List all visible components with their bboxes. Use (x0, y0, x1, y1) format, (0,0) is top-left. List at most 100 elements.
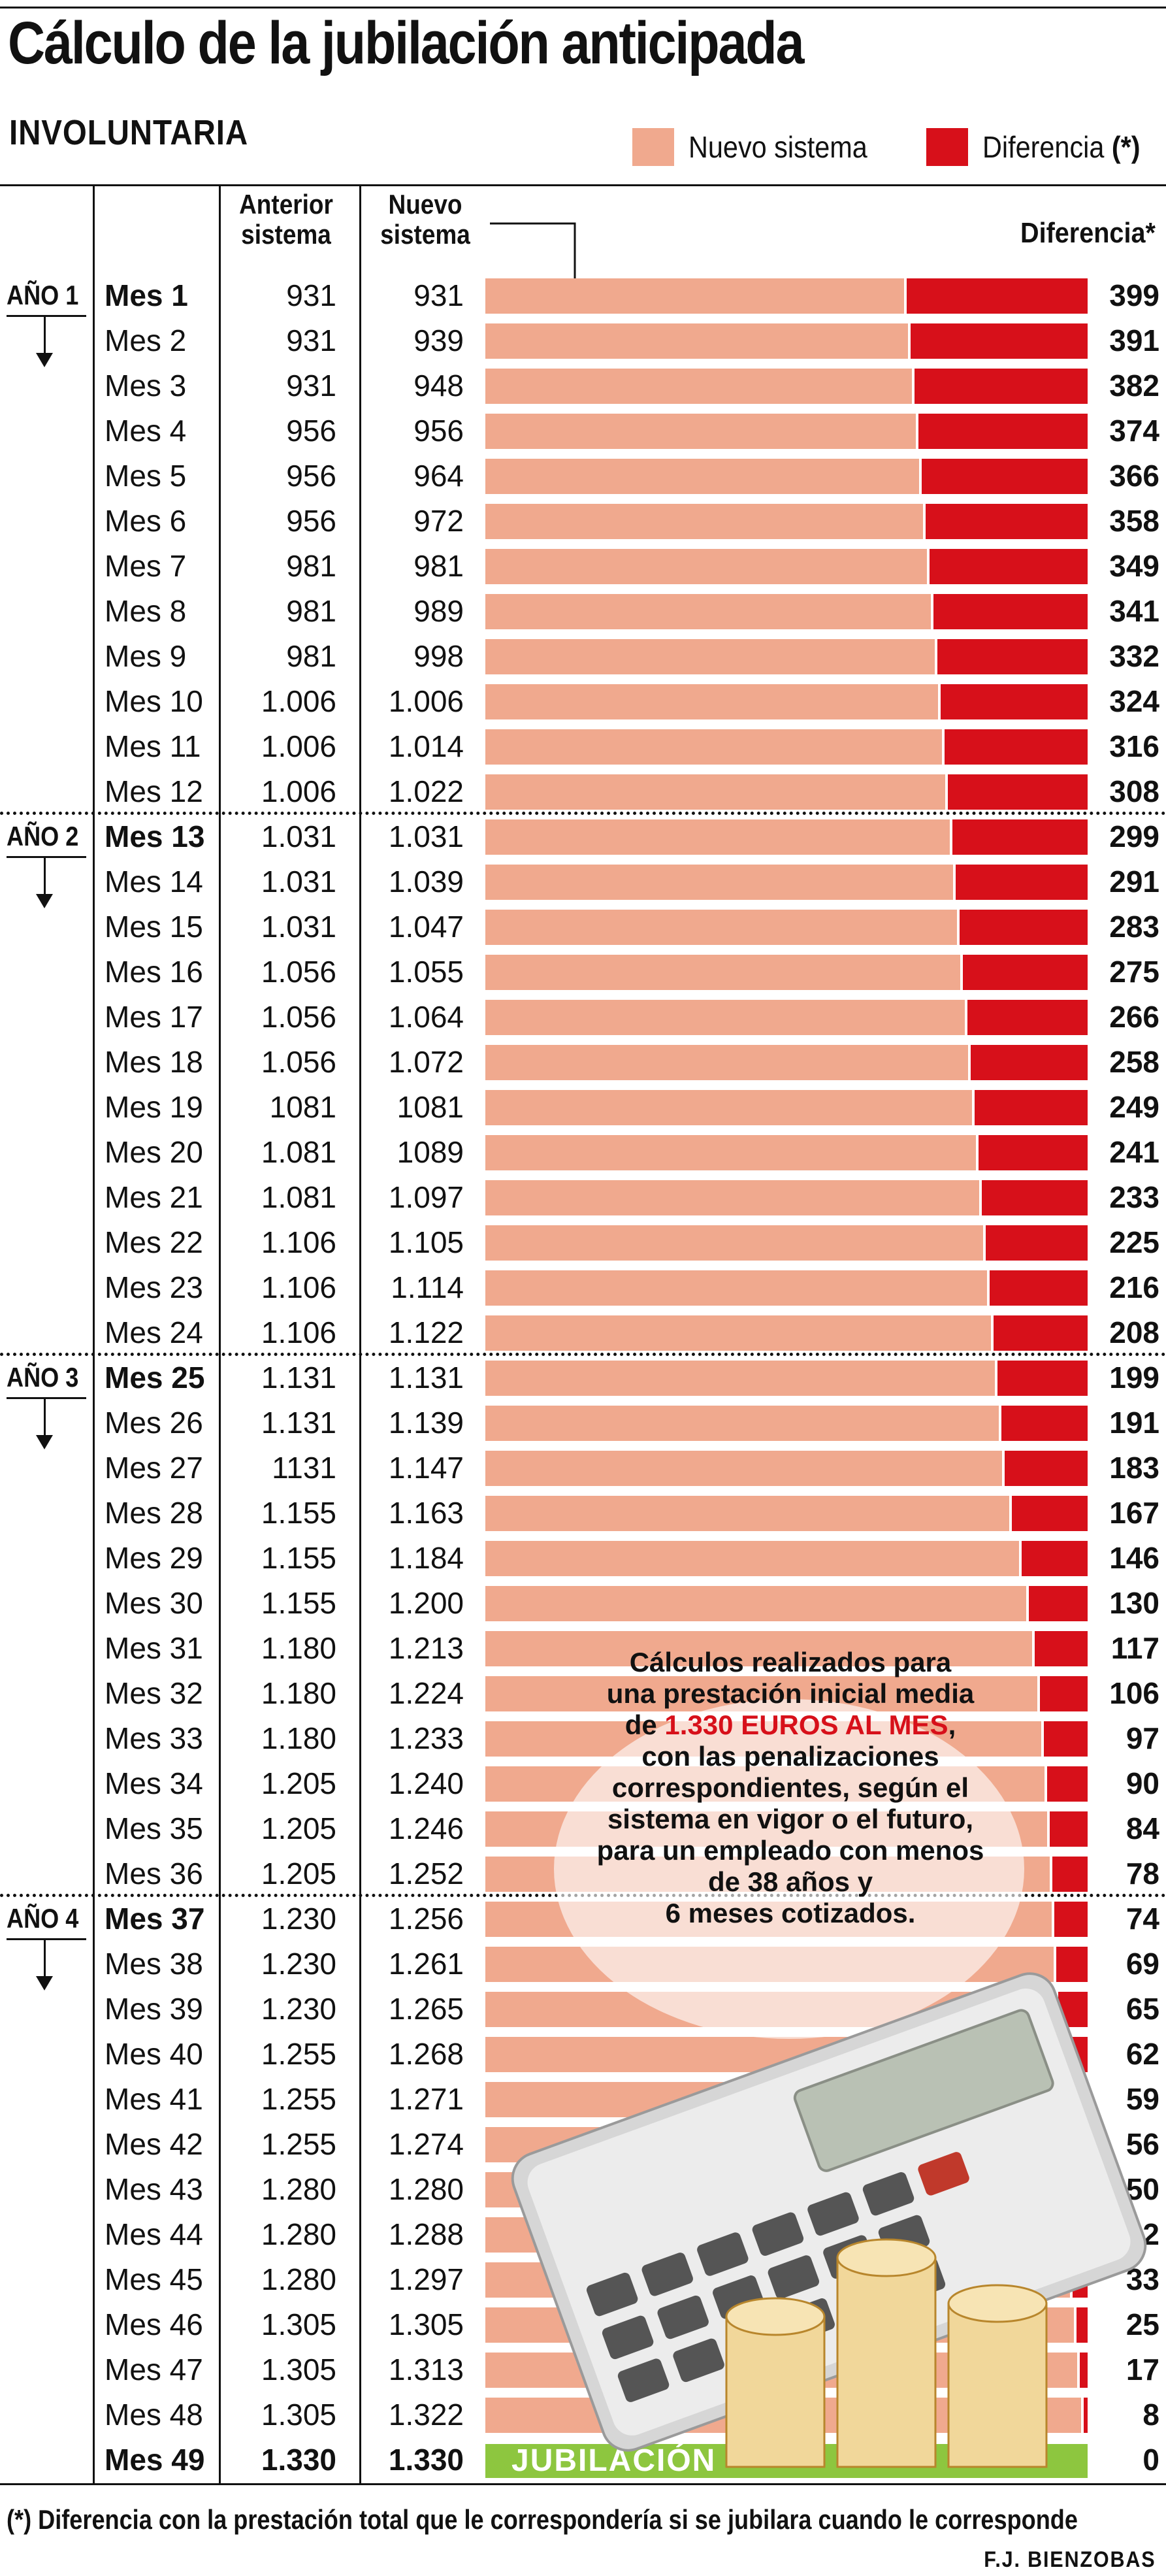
row-mes-label: Mes 21 (105, 1180, 203, 1214)
bar-diferencia (941, 684, 1088, 719)
bar-diferencia (918, 414, 1088, 449)
bar-diferencia (907, 278, 1088, 314)
row-mes-label: Mes 24 (105, 1315, 203, 1349)
table-row: Mes 12 1.006 1.022 308 (0, 769, 1166, 814)
row-diferencia-value: 62 (1126, 2037, 1159, 2071)
table-row: Mes 1 931 931 399 (0, 273, 1166, 318)
table-row: Mes 17 1.056 1.064 266 (0, 995, 1166, 1040)
row-diferencia-value: 324 (1109, 684, 1159, 718)
row-diferencia-value: 97 (1126, 1721, 1159, 1755)
table-row: Mes 7 981 981 349 (0, 544, 1166, 589)
row-anterior-value: 1.131 (261, 1406, 336, 1440)
table-row: Mes 8 981 989 341 (0, 589, 1166, 634)
row-anterior-value: 956 (286, 459, 336, 493)
row-mes-label: Mes 39 (105, 1992, 203, 2026)
row-nuevo-value: 1.322 (388, 2398, 464, 2432)
header-nuevo-line2: sistema (380, 219, 470, 250)
row-diferencia-value: 349 (1109, 549, 1159, 583)
row-diferencia-value: 106 (1109, 1676, 1159, 1710)
bar-diferencia (944, 729, 1088, 765)
bar-nuevo-sistema (485, 323, 908, 359)
bar-nuevo-sistema (485, 1180, 980, 1215)
row-anterior-value: 1.280 (261, 2262, 336, 2296)
row-diferencia-value: 167 (1109, 1496, 1159, 1530)
year-arrow-icon (36, 1398, 53, 1449)
row-diferencia-value: 0 (1142, 2443, 1159, 2477)
row-diferencia-value: 299 (1109, 819, 1159, 853)
bar-nuevo-sistema (485, 1000, 965, 1035)
row-mes-label: Mes 14 (105, 865, 203, 899)
bar-nuevo-sistema (485, 729, 942, 765)
row-mes-label: Mes 5 (105, 459, 187, 493)
row-diferencia-value: 391 (1109, 323, 1159, 357)
table-row: Mes 32 1.180 1.224 106 (0, 1671, 1166, 1716)
row-anterior-value: 1081 (269, 1090, 336, 1124)
column-divider-year (93, 184, 95, 2485)
row-nuevo-value: 948 (413, 369, 464, 403)
row-mes-label: Mes 2 (105, 323, 187, 357)
row-nuevo-value: 1.261 (388, 1947, 464, 1981)
legend-diferencia: Diferencia (*) (926, 128, 1158, 166)
bar-nuevo-sistema (485, 1135, 976, 1170)
top-rule (0, 7, 1166, 8)
row-anterior-value: 1.255 (261, 2127, 336, 2161)
row-nuevo-value: 1.114 (391, 1270, 464, 1304)
bar-diferencia (986, 1225, 1088, 1261)
bar-nuevo-sistema (485, 1090, 973, 1125)
bar-nuevo-sistema (485, 1361, 996, 1396)
row-diferencia-value: 90 (1126, 1766, 1159, 1800)
row-anterior-value: 1.230 (261, 1947, 336, 1981)
row-anterior-value: 1.330 (261, 2443, 336, 2477)
calculator-coins-illustration (511, 1972, 1147, 2468)
row-anterior-value: 1.106 (261, 1315, 336, 1349)
bar-nuevo-sistema (485, 955, 961, 990)
bar-diferencia (1005, 1451, 1088, 1486)
table-row: Mes 16 1.056 1.055 275 (0, 949, 1166, 995)
row-anterior-value: 1.205 (261, 1766, 336, 1800)
row-nuevo-value: 1.147 (388, 1451, 464, 1485)
row-nuevo-value: 1.006 (388, 684, 464, 718)
bar-nuevo-sistema (485, 504, 923, 539)
row-nuevo-value: 1.274 (388, 2127, 464, 2161)
bar-nuevo-sistema (485, 865, 954, 900)
row-mes-label: Mes 19 (105, 1090, 203, 1124)
row-nuevo-value: 1.268 (388, 2037, 464, 2071)
row-nuevo-value: 1.252 (388, 1857, 464, 1891)
row-diferencia-value: 78 (1126, 1857, 1159, 1891)
row-mes-label: Mes 43 (105, 2172, 203, 2206)
bar-diferencia (948, 774, 1088, 810)
table-row: Mes 18 1.056 1.072 258 (0, 1040, 1166, 1085)
bar-nuevo-sistema (485, 1541, 1019, 1576)
row-diferencia-value: 225 (1109, 1225, 1159, 1259)
row-nuevo-value: 1.288 (388, 2217, 464, 2251)
bar-diferencia (952, 819, 1088, 855)
row-mes-label: Mes 33 (105, 1721, 203, 1755)
row-diferencia-value: 332 (1109, 639, 1159, 673)
row-mes-label: Mes 48 (105, 2398, 203, 2432)
row-anterior-value: 1.056 (261, 1000, 336, 1034)
row-anterior-value: 1.180 (261, 1721, 336, 1755)
note-line-3-post: , (948, 1709, 956, 1740)
bar-nuevo-sistema (485, 1496, 1010, 1531)
bar-diferencia (915, 369, 1088, 404)
bar-nuevo-sistema (485, 1045, 969, 1080)
table-row: Mes 27 1131 1.147 183 (0, 1445, 1166, 1491)
row-mes-label: Mes 42 (105, 2127, 203, 2161)
row-anterior-value: 1.006 (261, 729, 336, 763)
row-nuevo-value: 1.280 (388, 2172, 464, 2206)
row-anterior-value: 931 (286, 369, 336, 403)
row-diferencia-value: 266 (1109, 1000, 1159, 1034)
row-diferencia-value: 258 (1109, 1045, 1159, 1079)
row-nuevo-value: 964 (413, 459, 464, 493)
header-anterior-line2: sistema (241, 219, 331, 250)
year-separator (0, 812, 1166, 815)
bar-nuevo-sistema (485, 819, 950, 855)
table-row: Mes 23 1.106 1.114 216 (0, 1265, 1166, 1310)
row-nuevo-value: 1.213 (388, 1631, 464, 1665)
bar-diferencia (1046, 1766, 1088, 1802)
bar-nuevo-sistema (485, 278, 905, 314)
legend-asterisk: (*) (1111, 130, 1141, 164)
bar-diferencia (1049, 1811, 1088, 1847)
bar-diferencia (1039, 1676, 1088, 1711)
row-anterior-value: 1.305 (261, 2398, 336, 2432)
